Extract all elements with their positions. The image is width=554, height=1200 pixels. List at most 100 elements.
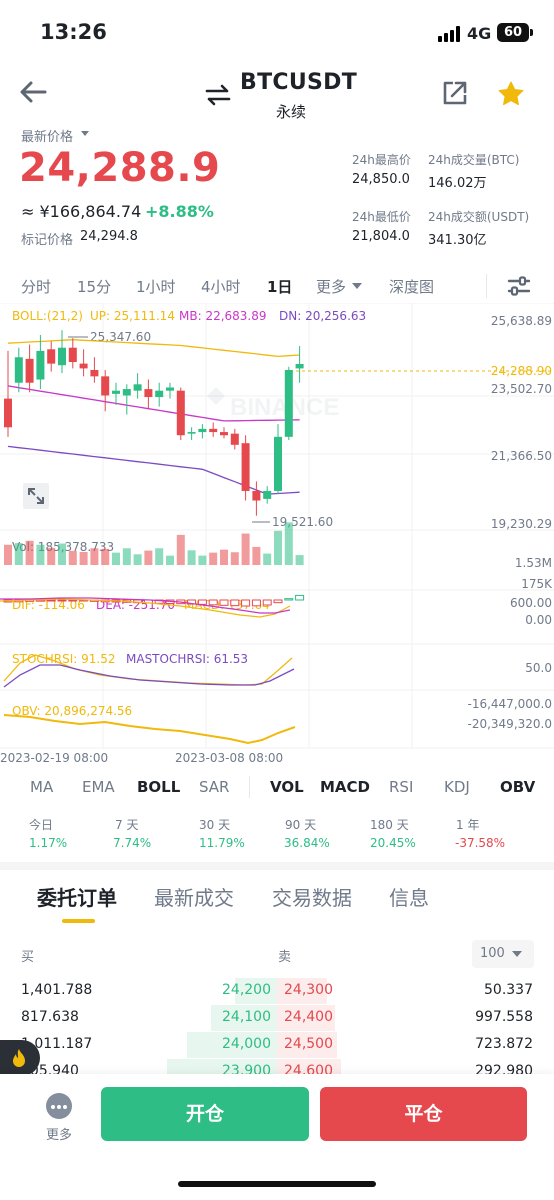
candle (101, 376, 110, 396)
volume-axis-label: 1.53M (515, 556, 552, 570)
candle (25, 358, 34, 383)
stochrsi-axis-label: 50.0 (525, 661, 552, 675)
tf-more[interactable]: 更多 (316, 278, 347, 296)
macd-bar (230, 599, 240, 607)
bid-depth-bar (211, 1005, 277, 1031)
perf-value: 11.79% (199, 836, 245, 850)
ind-boll[interactable]: BOLL (137, 778, 181, 796)
orderbook-row[interactable]: 1,401.788 24,200 24,300 50.337 (0, 978, 554, 1004)
axis-label: 19,230.29 (491, 517, 552, 531)
ask-depth-bar (277, 1005, 335, 1031)
orderbook-row[interactable]: 817.638 24,100 24,400 997.558 (0, 1005, 554, 1031)
candle (209, 428, 218, 433)
volume-bar (241, 533, 250, 565)
close-position-button[interactable]: 平仓 (320, 1087, 527, 1141)
ind-sar[interactable]: SAR (199, 778, 230, 796)
home-indicator (178, 1181, 376, 1187)
open-position-button[interactable]: 开仓 (101, 1087, 309, 1141)
ask-price: 24,400 (284, 1009, 333, 1025)
volume-bar (166, 555, 174, 565)
volume-bar (176, 534, 185, 565)
last-price: 24,288.9 (19, 145, 221, 191)
tf-1h[interactable]: 1小时 (136, 278, 176, 296)
tab-latest-trades[interactable]: 最新成交 (154, 886, 234, 910)
ask-depth-bar (277, 978, 327, 1004)
tf-4h[interactable]: 4小时 (201, 278, 241, 296)
macd-bar (197, 599, 207, 605)
fire-icon (13, 1049, 25, 1067)
boll-up: UP: 25,111.14 (90, 309, 175, 323)
caret-down-icon[interactable] (81, 131, 89, 136)
more-icon[interactable] (46, 1093, 72, 1119)
pair-title[interactable]: BTCUSDT (240, 70, 357, 95)
ind-kdj[interactable]: KDJ (444, 778, 470, 796)
bid-depth-bar (187, 1032, 277, 1058)
ask-qty: 723.872 (475, 1036, 533, 1052)
macd-bar (295, 594, 305, 601)
tf-15m[interactable]: 15分 (77, 278, 112, 296)
favorite-star-icon[interactable] (497, 80, 525, 108)
volume-bars (4, 522, 304, 565)
macd-bar (68, 599, 78, 602)
vol-usdt-value: 341.30亿 (428, 233, 487, 248)
perf-value: 20.45% (370, 836, 416, 850)
volume-bar (187, 550, 196, 565)
price-change: +8.88% (145, 202, 214, 221)
sell-header: 卖 (278, 950, 292, 965)
boll-upper-line (7, 339, 300, 358)
vol-btc-value: 146.02万 (428, 176, 487, 191)
volume-bar (79, 551, 88, 565)
tf-line[interactable]: 分时 (21, 278, 52, 296)
buy-header: 买 (21, 950, 35, 965)
more-label[interactable]: 更多 (46, 1128, 73, 1143)
axis-label: 23,502.70 (491, 382, 552, 396)
swap-icon[interactable] (205, 84, 231, 106)
cny-price: ≈ ¥166,864.74 (21, 202, 142, 221)
volume-bar (14, 543, 23, 565)
date-label: 2023-03-08 08:00 (175, 751, 283, 765)
candle (155, 390, 164, 398)
vol-btc-label: 24h成交量(BTC) (428, 153, 520, 167)
ind-ma[interactable]: MA (30, 778, 54, 796)
axis-label: 25,638.89 (491, 314, 552, 328)
mark-price: 24,294.8 (80, 229, 138, 244)
ind-rsi[interactable]: RSI (389, 778, 414, 796)
volume-bar (144, 550, 153, 565)
share-icon[interactable] (442, 80, 468, 106)
depth-select[interactable]: 100 (472, 940, 534, 968)
macd-bar (251, 599, 261, 607)
candle (58, 347, 66, 366)
orderbook-row[interactable]: 1,011.187 24,000 24,500 723.872 (0, 1032, 554, 1058)
boll-dn: DN: 20,256.63 (279, 309, 366, 323)
perf-label: 90 天 (285, 818, 317, 832)
tab-orders[interactable]: 委托订单 (37, 886, 117, 910)
tf-1d[interactable]: 1日 (267, 278, 293, 296)
volume-bar (68, 550, 77, 565)
ind-obv[interactable]: OBV (500, 778, 536, 796)
ind-vol[interactable]: VOL (270, 778, 304, 796)
bid-price: 24,100 (222, 1009, 271, 1025)
binance-watermark: BINANCE (207, 387, 339, 421)
tab-trading-data[interactable]: 交易数据 (272, 886, 352, 910)
volume-bar (198, 555, 207, 565)
fire-float-button[interactable] (0, 1040, 40, 1076)
candle (144, 389, 153, 398)
macd-dif-line (0, 598, 291, 618)
volume-bar (4, 544, 12, 565)
last-price-label[interactable]: 最新价格 (21, 130, 74, 145)
tf-depth[interactable]: 深度图 (389, 278, 435, 296)
tab-info[interactable]: 信息 (389, 886, 429, 910)
perf-label: 7 天 (115, 818, 139, 832)
back-arrow-icon[interactable] (18, 78, 48, 106)
volume-bar (295, 555, 304, 565)
volume-bar (263, 553, 272, 565)
ind-ema[interactable]: EMA (82, 778, 115, 796)
kline-chart[interactable]: BINANCE BOLL:(21,2) UP: 25,111.14 MB: 22… (0, 303, 554, 765)
candle (198, 428, 207, 433)
contract-type: 永续 (276, 103, 307, 121)
candle (274, 436, 282, 491)
chart-settings-icon[interactable] (507, 275, 531, 297)
caret-down-icon[interactable] (352, 283, 362, 289)
tab-underline (62, 919, 95, 923)
ind-macd[interactable]: MACD (320, 778, 370, 796)
